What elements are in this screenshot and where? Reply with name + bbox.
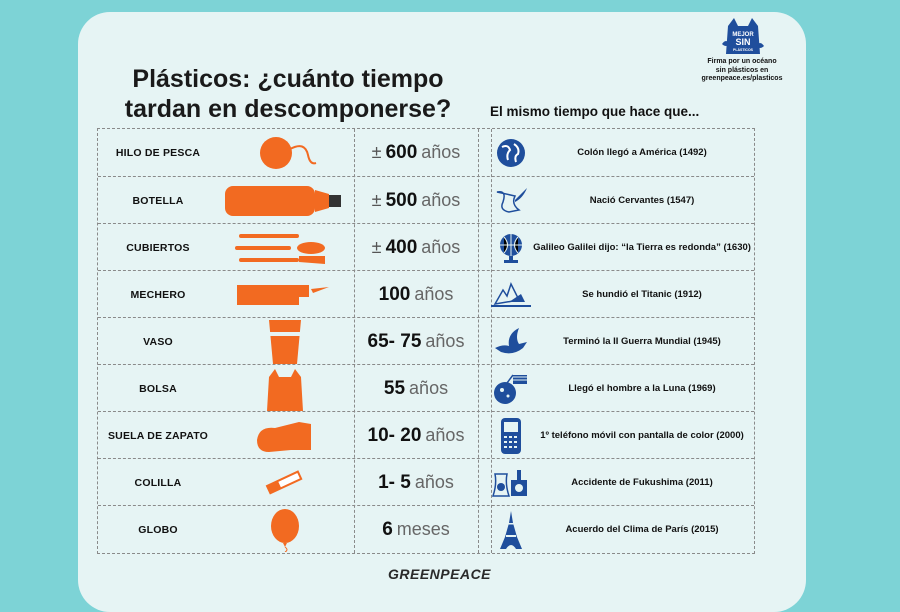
plastic-item-name: MECHERO xyxy=(130,288,186,301)
plastic-item-icon xyxy=(216,412,354,459)
plastic-item-name: BOTELLA xyxy=(132,194,184,207)
time-unit: años xyxy=(421,190,461,210)
time-number: 1- 5 xyxy=(378,471,411,493)
title-line-2: tardan en descomponerse? xyxy=(124,95,452,123)
plastic-item-name: SUELA DE ZAPATO xyxy=(107,429,209,442)
column-divider xyxy=(478,129,479,553)
badge-line-2: sin plásticos en xyxy=(715,66,769,74)
mobile-phone-icon xyxy=(491,412,531,459)
plastic-item-name: CUBIERTOS xyxy=(126,241,190,254)
plastic-item-icon xyxy=(216,129,354,176)
moon-flag-icon xyxy=(491,365,531,412)
time-unit: meses xyxy=(396,519,450,539)
table-row: GLOBO 6 meses Acuerdo del Clima de París… xyxy=(98,505,754,553)
time-number: 55 xyxy=(383,377,406,399)
time-unit: años xyxy=(421,237,461,257)
column-divider xyxy=(491,129,492,553)
plastic-item-name: VASO xyxy=(143,335,173,348)
page-title: Plásticos: ¿cuánto tiempo tardan en desc… xyxy=(118,64,458,124)
peace-dove-icon xyxy=(491,318,531,365)
time-unit: años xyxy=(409,378,449,398)
badge-line-3: greenpeace.es/plasticos xyxy=(701,75,783,82)
plastic-item-icon xyxy=(216,177,354,224)
table-row: MECHERO 100 años Se hundió el Titanic (1… xyxy=(98,270,754,318)
time-number: 100 xyxy=(378,283,411,305)
plastic-item-icon xyxy=(216,318,354,365)
time-number: 400 xyxy=(385,236,418,258)
historical-event: Nació Cervantes (1547) xyxy=(589,195,695,206)
table-row: SUELA DE ZAPATO 10- 20 años 1º teléfono … xyxy=(98,411,754,459)
table-row: BOLSA 55 años Llegó el hombre a la Luna … xyxy=(98,364,754,412)
campaign-badge: MEJOR SIN PLÁSTICOS Firma por un océano … xyxy=(698,14,786,90)
decomposition-time: 6 meses xyxy=(354,506,478,553)
nuclear-plant-icon xyxy=(491,459,531,506)
historical-event: Accidente de Fukushima (2011) xyxy=(571,477,713,488)
decomposition-time: ± 500 años xyxy=(354,177,478,224)
time-number: 10- 20 xyxy=(367,424,422,446)
approx-prefix: ± xyxy=(371,142,382,162)
time-unit: años xyxy=(414,284,454,304)
decomposition-time: ± 400 años xyxy=(354,224,478,271)
column-divider xyxy=(354,129,355,553)
historical-event: Colón llegó a América (1492) xyxy=(577,147,707,158)
decomposition-time: 55 años xyxy=(354,365,478,412)
quill-icon xyxy=(491,177,531,224)
table-row: BOTELLA ± 500 años Nació Cervantes (1547… xyxy=(98,176,754,224)
approx-prefix: ± xyxy=(371,237,382,257)
time-number: 500 xyxy=(385,189,418,211)
time-number: 65- 75 xyxy=(367,330,422,352)
plastic-item-icon xyxy=(216,365,354,412)
globe-icon xyxy=(491,129,531,176)
terrestrial-globe-icon xyxy=(491,224,531,271)
decomposition-time: 1- 5 años xyxy=(354,459,478,506)
title-line-1: Plásticos: ¿cuánto tiempo xyxy=(132,65,444,93)
historical-event: Terminó la II Guerra Mundial (1945) xyxy=(563,336,721,347)
plastic-item-name: COLILLA xyxy=(134,476,182,489)
time-unit: años xyxy=(425,331,465,351)
infographic-card xyxy=(78,12,806,612)
plastic-item-icon xyxy=(216,224,354,271)
table-row: HILO DE PESCA ± 600 años Colón llegó a A… xyxy=(98,129,754,176)
badge-logo-line3: PLÁSTICOS xyxy=(733,47,754,52)
greenpeace-logo: GREENPEACE xyxy=(388,566,492,582)
plastic-bag-logo-icon: MEJOR SIN PLÁSTICOS xyxy=(722,18,764,54)
badge-line-1: Firma por un océano xyxy=(707,58,777,65)
historical-event: Galileo Galilei dijo: “la Tierra es redo… xyxy=(533,242,751,253)
plastic-item-name: GLOBO xyxy=(138,523,178,536)
plastic-item-icon xyxy=(216,459,354,506)
historical-event: Llegó el hombre a la Luna (1969) xyxy=(568,383,716,394)
decomposition-time: 100 años xyxy=(354,271,478,318)
decomposition-time: ± 600 años xyxy=(354,129,478,176)
historical-event: Se hundió el Titanic (1912) xyxy=(582,289,702,300)
badge-text: Firma por un océano sin plásticos en gre… xyxy=(698,58,786,84)
decomposition-time: 10- 20 años xyxy=(354,412,478,459)
titanic-iceberg-icon xyxy=(491,271,531,318)
table-row: CUBIERTOS ± 400 años Galileo Galilei dij… xyxy=(98,223,754,271)
plastic-item-name: BOLSA xyxy=(139,382,177,395)
table-row: COLILLA 1- 5 años Accidente de Fukushima… xyxy=(98,458,754,506)
plastic-item-name: HILO DE PESCA xyxy=(115,146,201,159)
time-number: 600 xyxy=(385,141,418,163)
badge-logo-line2: SIN xyxy=(735,37,750,47)
time-unit: años xyxy=(425,425,465,445)
table-row: VASO 65- 75 años Terminó la II Guerra Mu… xyxy=(98,317,754,365)
decomposition-time: 65- 75 años xyxy=(354,318,478,365)
historical-event: 1º teléfono móvil con pantalla de color … xyxy=(540,430,744,441)
eiffel-tower-icon xyxy=(491,506,531,553)
time-number: 6 xyxy=(382,518,393,540)
plastic-item-icon xyxy=(216,506,354,553)
time-unit: años xyxy=(414,472,454,492)
plastic-item-icon xyxy=(216,271,354,318)
badge-logo-line1: MEJOR xyxy=(732,32,754,38)
approx-prefix: ± xyxy=(371,190,382,210)
column-subtitle: El mismo tiempo que hace que... xyxy=(490,104,700,119)
time-unit: años xyxy=(421,142,461,162)
decomposition-table: HILO DE PESCA ± 600 años Colón llegó a A… xyxy=(97,128,755,554)
historical-event: Acuerdo del Clima de París (2015) xyxy=(565,524,719,535)
